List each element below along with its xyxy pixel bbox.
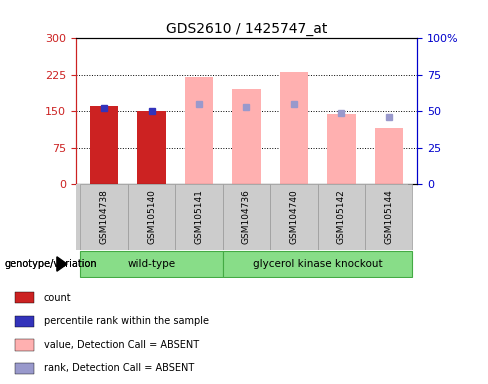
Text: GSM104740: GSM104740 [289, 190, 298, 244]
Text: GSM104736: GSM104736 [242, 190, 251, 244]
Bar [137, 111, 166, 184]
Bar [318, 184, 365, 250]
Text: genotype/variation: genotype/variation [5, 259, 98, 269]
Bar [90, 106, 119, 184]
Text: value, Detection Call = ABSENT: value, Detection Call = ABSENT [43, 340, 199, 350]
Bar [270, 184, 318, 250]
Bar [375, 128, 403, 184]
Text: glycerol kinase knockout: glycerol kinase knockout [253, 259, 383, 269]
Text: count: count [43, 293, 71, 303]
Bar [185, 77, 213, 184]
Text: GSM105144: GSM105144 [384, 190, 393, 244]
Text: genotype/variation: genotype/variation [5, 259, 98, 269]
Bar [280, 73, 308, 184]
Bar [232, 89, 261, 184]
Text: rank, Detection Call = ABSENT: rank, Detection Call = ABSENT [43, 363, 194, 373]
Text: GSM104738: GSM104738 [100, 190, 109, 244]
Bar [365, 184, 412, 250]
Bar [223, 184, 270, 250]
Text: wild-type: wild-type [127, 259, 176, 269]
Polygon shape [57, 257, 67, 271]
Bar [128, 184, 175, 250]
Bar [327, 114, 356, 184]
Title: GDS2610 / 1425747_at: GDS2610 / 1425747_at [166, 22, 327, 36]
Bar [15, 363, 34, 374]
Bar [15, 292, 34, 303]
Text: GSM105141: GSM105141 [195, 190, 203, 244]
Bar [15, 316, 34, 327]
Bar [81, 251, 223, 277]
Bar [223, 251, 412, 277]
Bar [175, 184, 223, 250]
Text: GSM105142: GSM105142 [337, 190, 346, 244]
Text: GSM105140: GSM105140 [147, 190, 156, 244]
Bar [81, 184, 128, 250]
Bar [15, 339, 34, 351]
Text: percentile rank within the sample: percentile rank within the sample [43, 316, 208, 326]
